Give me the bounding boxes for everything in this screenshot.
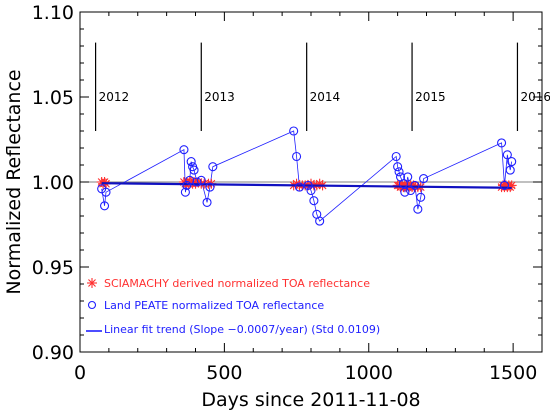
land-peate-point [289,126,299,136]
land-peate-point [196,175,206,185]
x-tick-label: 1000 [345,362,393,384]
land-peate-point [192,177,202,187]
land-peate-point [186,157,196,167]
land-peate-point [182,180,192,190]
axis-tick-labels: 0 500 1000 1500 0.90 0.95 1.00 1.05 1.10 [32,2,538,384]
year-marker-label: 2015 [415,90,446,104]
land-peate-point [292,151,302,162]
land-peate-point [309,196,319,206]
land-peate-point [205,182,215,192]
legend: SCIAMACHY derived normalized TOA reflect… [86,277,380,336]
y-tick-label: 1.10 [32,2,74,24]
land-peate-point [497,138,507,148]
land-peate-point [403,172,413,182]
land-peate-point [208,162,218,172]
land-peate-point [391,151,401,162]
legend-symbol-circle [87,300,97,310]
land-peate-point [394,167,404,177]
year-marker-label: 2014 [310,90,341,104]
land-peate-point [507,157,517,167]
land-peate-point [303,180,313,190]
year-marker-label: 2013 [204,90,235,104]
land-peate-point [413,204,423,214]
x-tick-label: 1500 [489,362,537,384]
land-peate-point [505,165,515,175]
x-tick-label: 0 [74,362,86,384]
x-tick-label: 500 [206,362,242,384]
y-tick-label: 1.05 [32,87,74,109]
linear-fit-line [101,182,512,189]
y-tick-label: 0.95 [32,257,74,279]
land-peate-point [398,179,408,189]
sciamachy-point-stroke [88,279,96,287]
land-peate-point [306,185,316,196]
sciamachy-point [314,178,325,189]
land-peate-point [416,192,426,202]
land-peate-point [189,165,199,175]
land-peate-point [99,201,110,211]
legend-entry-text: SCIAMACHY derived normalized TOA reflect… [104,277,370,290]
land-peate-point [410,180,420,190]
land-peate-point [419,174,429,184]
land-peate-point [499,180,510,190]
land-peate-point [393,162,403,172]
legend-entry-text: Land PEATE normalized TOA reflectance [104,299,324,312]
land-peate-series [97,126,517,226]
land-peate-point [179,145,189,155]
legend-entry-text: Linear fit trend (Slope −0.0007/year) (S… [104,323,380,336]
legend-symbol-asterisk [87,278,97,288]
land-peate-point [315,216,325,226]
year-marker-label: 2012 [99,90,130,104]
year-markers: 2012 2013 2014 2015 2016 [94,42,550,131]
y-tick-label: 1.00 [32,172,74,194]
land-peate-connector-line [101,130,513,222]
land-peate-point [400,187,410,197]
land-peate-point [101,187,111,197]
y-axis-label: Normalized Reflectance [3,69,25,294]
land-peate-point [502,150,512,160]
land-peate-point [202,197,212,207]
land-peate-point [294,182,305,192]
y-tick-label: 0.90 [32,342,74,364]
axis-ticks [79,11,542,353]
x-axis-label: Days since 2011-11-08 [201,389,420,411]
land-peate-point [180,187,190,197]
series-layer [96,126,517,226]
